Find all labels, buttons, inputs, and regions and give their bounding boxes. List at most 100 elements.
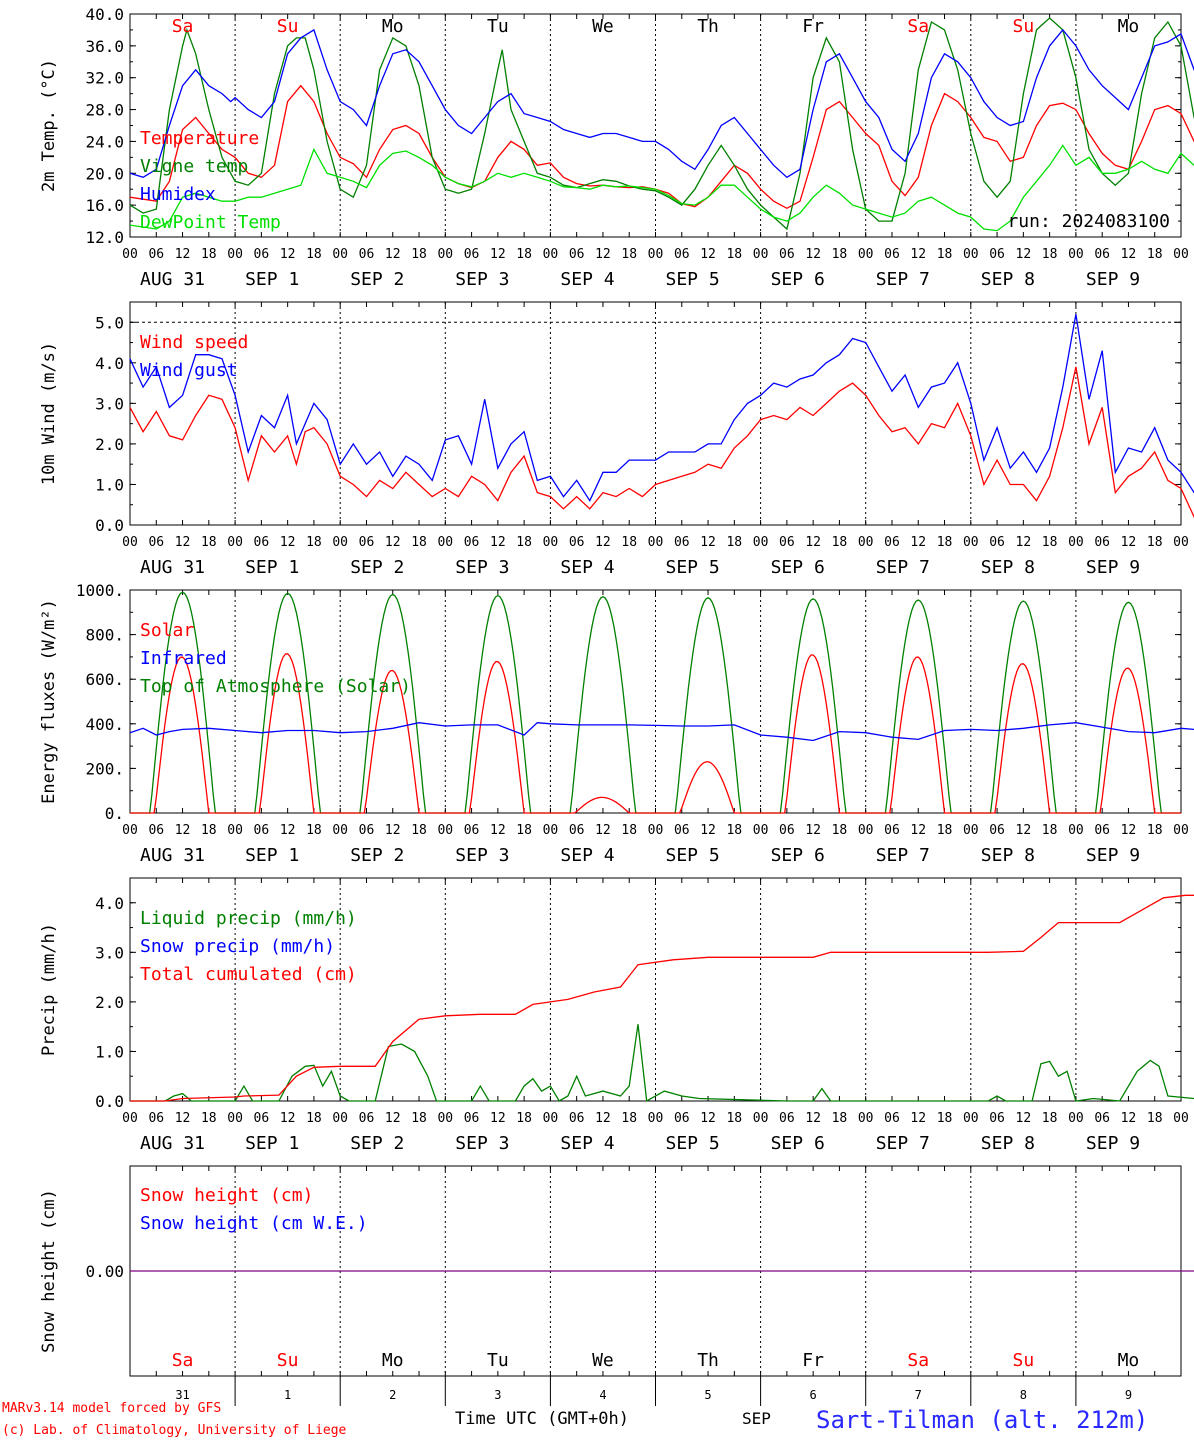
date-label: SEP 1 [245, 1133, 299, 1154]
y-tick-label: 800. [85, 626, 124, 645]
hour-label: 00 [648, 823, 664, 838]
hour-label: 06 [1094, 535, 1110, 550]
hour-label: 18 [201, 1111, 217, 1126]
hour-label: 06 [884, 535, 900, 550]
hour-label: 06 [464, 1111, 480, 1126]
hour-label: 12 [805, 247, 821, 262]
hour-label: 12 [595, 823, 611, 838]
hour-label: 12 [805, 535, 821, 550]
date-label: SEP 6 [771, 845, 825, 866]
date-label: SEP 9 [1086, 269, 1140, 290]
precip-panel: 0.0 1.0 2.0 3.0 4.0 Precip (mm/h) Liquid preci… [39, 877, 1194, 1154]
hour-label: 00 [753, 247, 769, 262]
day-number: 31 [175, 1388, 189, 1402]
hour-label: 12 [490, 535, 506, 550]
day-number: 6 [810, 1388, 817, 1402]
y-tick-label: 3.0 [95, 943, 124, 962]
weekday-label: Th [697, 16, 719, 37]
hour-label: 00 [543, 247, 559, 262]
hour-label: 18 [411, 1111, 427, 1126]
date-label: SEP 2 [350, 1133, 404, 1154]
hour-label: 12 [1016, 1111, 1032, 1126]
hour-label: 06 [884, 1111, 900, 1126]
y-tick-label: 36.0 [85, 37, 124, 56]
hour-label: 12 [595, 1111, 611, 1126]
hour-label: 06 [569, 823, 585, 838]
hour-label: 18 [937, 535, 953, 550]
y-tick-label: 32.0 [85, 69, 124, 88]
y-tick-label: 3.0 [95, 394, 124, 413]
hour-label: 06 [254, 247, 270, 262]
temp-ylabel: 2m Temp. (°C) [39, 59, 59, 192]
hour-label: 06 [148, 1111, 164, 1126]
y-tick-label: 5.0 [95, 313, 124, 332]
hour-label: 06 [674, 823, 690, 838]
hour-label: 00 [1068, 247, 1084, 262]
date-label: SEP 5 [666, 1133, 720, 1154]
y-tick-label: 1.0 [95, 1042, 124, 1061]
hour-label: 00 [122, 823, 138, 838]
hour-label: 18 [306, 247, 322, 262]
day-number: 1 [284, 1388, 291, 1402]
hour-label: 06 [254, 535, 270, 550]
date-label: SEP 3 [455, 1133, 509, 1154]
time-axis-label: Time UTC (GMT+0h) [455, 1409, 629, 1429]
y-tick-label: 400. [85, 715, 124, 734]
date-label: SEP 5 [666, 269, 720, 290]
hour-label: 00 [858, 823, 874, 838]
hour-label: 18 [306, 535, 322, 550]
hour-label: 12 [280, 823, 296, 838]
hour-label: 00 [648, 1111, 664, 1126]
series-temperature [129, 84, 1194, 210]
date-label: SEP 4 [560, 845, 614, 866]
hour-label: 00 [122, 535, 138, 550]
hour-label: 06 [1094, 823, 1110, 838]
weekday-label: Fr [802, 1350, 824, 1371]
hour-label: 12 [175, 247, 191, 262]
hour-label: 18 [726, 823, 742, 838]
hour-label: 18 [937, 823, 953, 838]
legend-entry: Wind gust [140, 360, 238, 381]
hour-label: 06 [148, 247, 164, 262]
day-number: 8 [1020, 1388, 1027, 1402]
weekday-label: We [592, 1350, 614, 1371]
legend-entry: Liquid precip (mm/h) [140, 908, 357, 929]
legend-entry: Snow height (cm) [140, 1185, 313, 1206]
hour-label: 18 [201, 247, 217, 262]
legend-entry: Wind speed [140, 332, 248, 353]
weekday-label: Tu [487, 1350, 509, 1371]
hour-label: 00 [227, 1111, 243, 1126]
date-label: SEP 4 [560, 269, 614, 290]
hour-label: 18 [411, 823, 427, 838]
hour-label: 12 [490, 823, 506, 838]
hour-label: 06 [359, 247, 375, 262]
hour-label: 00 [963, 247, 979, 262]
date-label: SEP 8 [981, 269, 1035, 290]
hour-label: 12 [1121, 535, 1137, 550]
hour-label: 12 [385, 247, 401, 262]
hour-label: 18 [1147, 247, 1163, 262]
hour-label: 06 [779, 823, 795, 838]
day-number: 2 [389, 1388, 396, 1402]
hour-label: 00 [963, 1111, 979, 1126]
hour-label: 00 [1068, 823, 1084, 838]
legend-entry: Total cumulated (cm) [140, 964, 357, 985]
hour-label: 00 [753, 1111, 769, 1126]
hour-label: 12 [280, 247, 296, 262]
hour-label: 06 [1094, 1111, 1110, 1126]
weekday-label: Su [277, 16, 299, 37]
wind-panel: 0.0 1.0 2.0 3.0 4.0 5.0 10m Wind (m/s) Wind spe… [39, 301, 1194, 578]
hour-label: 06 [989, 535, 1005, 550]
hour-label: 18 [832, 247, 848, 262]
hour-label: 06 [359, 1111, 375, 1126]
hour-label: 00 [1173, 823, 1189, 838]
hour-label: 12 [490, 1111, 506, 1126]
hour-label: 18 [1042, 247, 1058, 262]
hour-label: 18 [832, 1111, 848, 1126]
hour-label: 18 [1147, 823, 1163, 838]
y-tick-label: 4.0 [95, 354, 124, 373]
date-label: SEP 7 [876, 1133, 930, 1154]
date-label: AUG 31 [140, 1133, 205, 1154]
hour-label: 00 [1173, 247, 1189, 262]
legend-entry: Infrared [140, 648, 227, 669]
